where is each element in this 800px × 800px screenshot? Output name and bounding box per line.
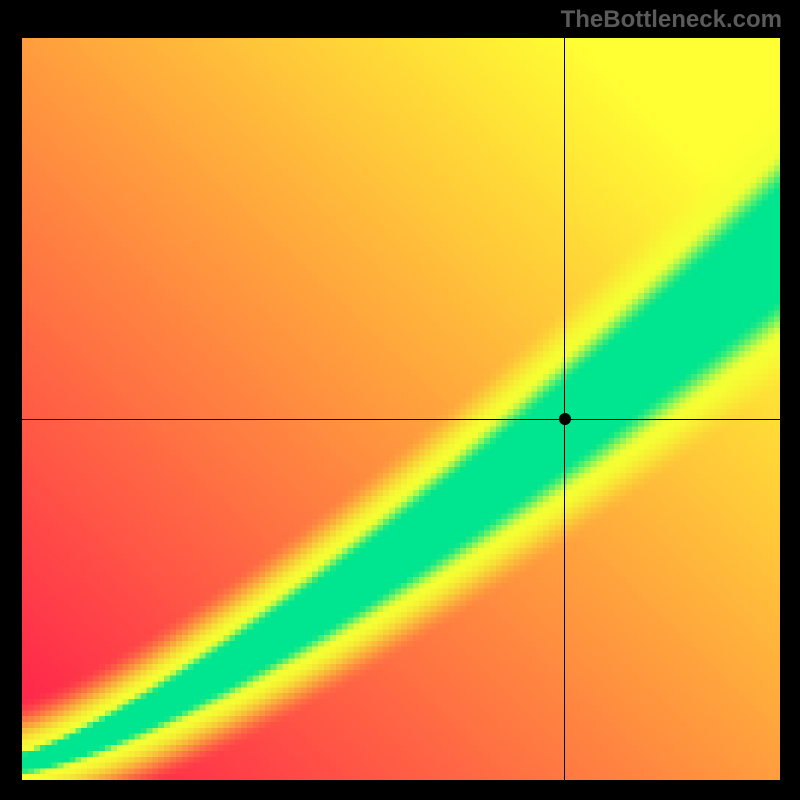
heatmap-canvas	[22, 38, 780, 780]
watermark-text: TheBottleneck.com	[561, 6, 782, 34]
crosshair-marker	[559, 413, 571, 425]
crosshair-vertical	[564, 38, 565, 780]
crosshair-horizontal	[22, 419, 780, 420]
